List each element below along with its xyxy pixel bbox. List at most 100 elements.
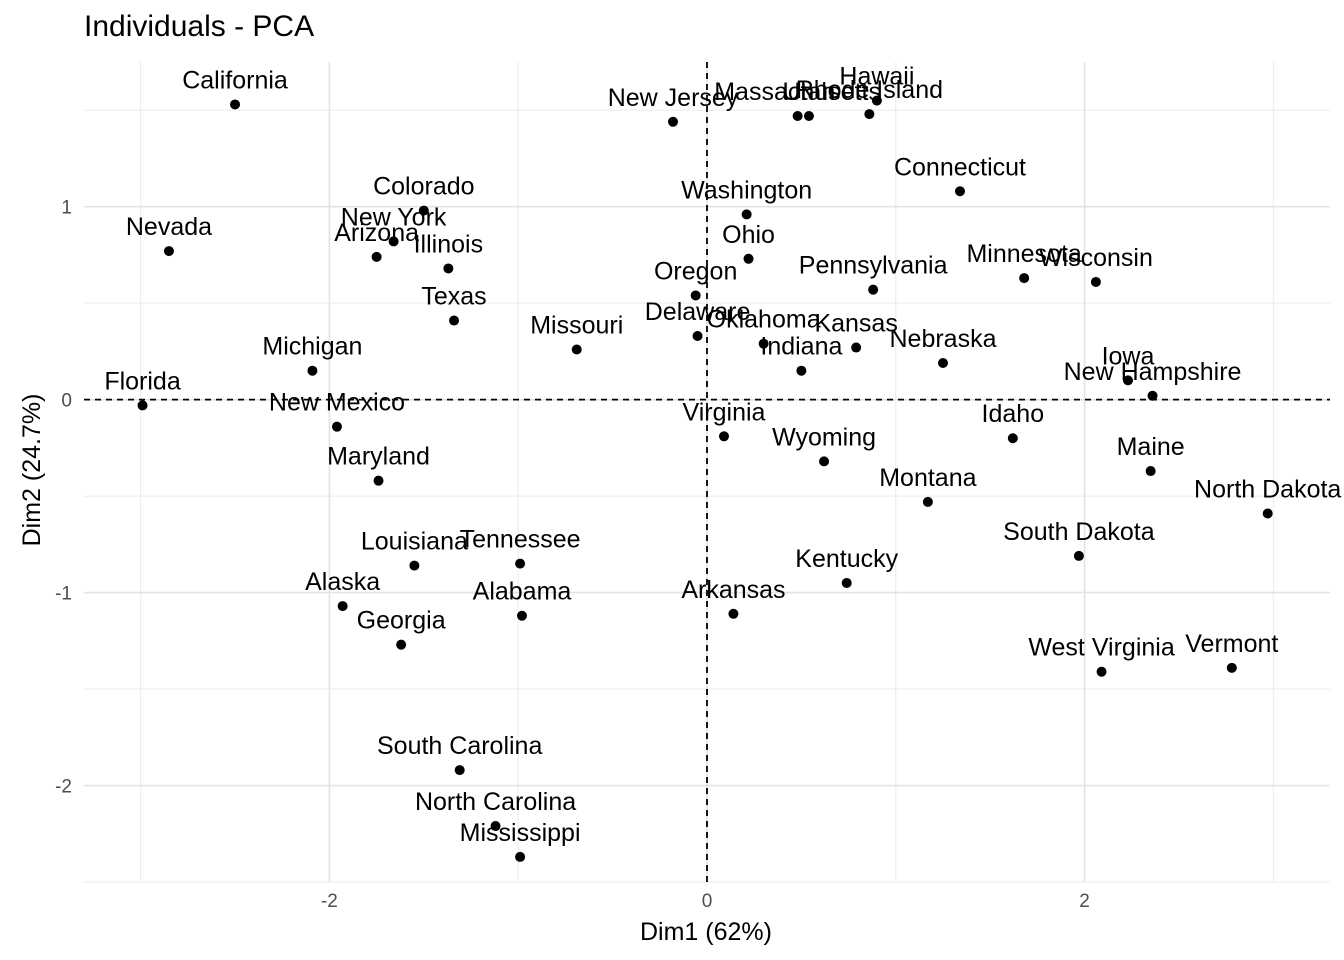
point-label: California [182, 66, 288, 94]
x-tick-label: -2 [321, 891, 338, 912]
point-label: New Mexico [269, 389, 405, 417]
point-label: Kansas [814, 310, 897, 338]
point-label: Maine [1117, 433, 1185, 461]
data-point [692, 330, 703, 341]
point-label: Colorado [373, 173, 474, 201]
data-point [337, 601, 348, 612]
data-point [1073, 550, 1084, 561]
data-point [371, 251, 382, 262]
data-point [418, 205, 429, 216]
data-point [307, 365, 318, 376]
point-label: South Dakota [1003, 518, 1155, 546]
point-label: Utah [783, 78, 836, 106]
point-label: South Carolina [377, 732, 542, 760]
data-point [1122, 375, 1133, 386]
point-label: Nebraska [889, 325, 996, 353]
data-point [443, 263, 454, 274]
point-label: Washington [681, 176, 812, 204]
y-tick-label: 1 [61, 198, 72, 219]
data-point [728, 608, 739, 619]
data-point [571, 344, 582, 355]
point-label: Missouri [530, 311, 623, 339]
point-labels: California New JerseyMassachusettsUtahRho… [104, 63, 1341, 847]
point-label: Florida [104, 367, 181, 395]
point-label: Montana [879, 464, 976, 492]
y-tick-label: -2 [55, 777, 72, 798]
data-point [868, 284, 879, 295]
data-point [1147, 390, 1158, 401]
data-point [1019, 273, 1030, 284]
data-point [758, 338, 769, 349]
point-label: Kentucky [795, 545, 898, 573]
x-axis-label: Dim1 (62%) [640, 918, 772, 946]
data-point [388, 236, 399, 247]
point-label: North Carolina [415, 788, 576, 816]
data-point [954, 186, 965, 197]
point-label: Georgia [357, 607, 446, 635]
point-label: Maryland [327, 443, 430, 471]
data-points [137, 95, 1273, 862]
point-label: Arkansas [681, 576, 785, 604]
data-point [841, 577, 852, 588]
point-label: Michigan [262, 333, 362, 361]
data-point [741, 209, 752, 220]
data-point [819, 456, 830, 467]
x-tick-label: 2 [1079, 891, 1090, 912]
data-point [668, 116, 679, 127]
data-point [851, 342, 862, 353]
point-label: New Jersey [608, 84, 739, 112]
data-point [1226, 662, 1237, 673]
point-label: Illinois [414, 230, 483, 258]
point-label: Hawaii [839, 63, 914, 91]
data-point [163, 246, 174, 257]
data-point [1145, 466, 1156, 477]
point-label: Virginia [683, 398, 766, 426]
point-label: Alaska [305, 568, 380, 596]
point-label: Connecticut [894, 153, 1026, 181]
data-point [1096, 666, 1107, 677]
y-tick-label: 0 [61, 391, 72, 412]
data-point [803, 111, 814, 122]
data-point [792, 111, 803, 122]
point-label: Iowa [1102, 342, 1155, 370]
data-point [1007, 433, 1018, 444]
data-point [396, 639, 407, 650]
point-label: Pennsylvania [799, 252, 948, 280]
data-point [409, 560, 420, 571]
data-point [373, 475, 384, 486]
point-label: Tennessee [460, 526, 581, 554]
y-axis-label: Dim2 (24.7%) [18, 394, 46, 547]
data-point [922, 496, 933, 507]
point-label: Idaho [982, 400, 1045, 428]
axis-ticks: -2 0 2 -2 -1 0 1 [55, 198, 1090, 912]
data-point [515, 558, 526, 569]
point-label: Indiana [760, 333, 842, 361]
point-label: Vermont [1185, 630, 1278, 658]
data-point [454, 765, 465, 776]
data-point [796, 365, 807, 376]
point-label: New York [341, 203, 447, 231]
point-label: Ohio [722, 221, 775, 249]
point-label: Arizona [334, 219, 419, 247]
point-label: Oregon [654, 257, 737, 285]
point-label: New Hampshire [1064, 358, 1242, 386]
data-point [490, 821, 501, 832]
data-point [449, 315, 460, 326]
data-point [864, 109, 875, 120]
point-label: North Dakota [1194, 475, 1341, 503]
data-point [718, 431, 729, 442]
point-label: Oklahoma [707, 306, 821, 334]
data-point [137, 400, 148, 411]
x-tick-label: 0 [702, 891, 713, 912]
point-label: West Virginia [1028, 634, 1174, 662]
chart-title: Individuals - PCA [84, 10, 315, 43]
point-label: Mississippi [460, 819, 581, 847]
data-point [1090, 276, 1101, 287]
point-label: Nevada [126, 213, 212, 241]
data-point [690, 290, 701, 301]
data-point [871, 95, 882, 106]
point-label: Wyoming [772, 423, 876, 451]
y-tick-label: -1 [55, 584, 72, 605]
point-label: Massachusetts [714, 78, 881, 106]
point-label: Rhode Island [796, 76, 943, 104]
